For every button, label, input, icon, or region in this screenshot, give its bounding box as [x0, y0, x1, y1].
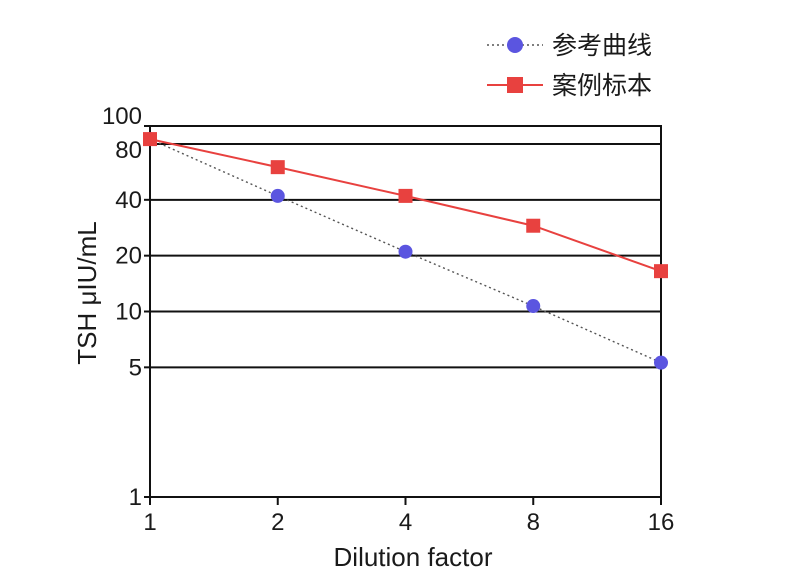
y-axis-title: TSH μIU/mL — [72, 221, 102, 365]
legend-label-1: 参考曲线 — [552, 31, 652, 60]
data-point-series-1 — [654, 355, 668, 370]
y-tick-label: 80 — [115, 137, 142, 164]
data-point-series-2 — [143, 132, 157, 147]
y-tick-label: 5 — [129, 354, 142, 381]
data-point-series-1 — [398, 244, 413, 259]
x-axis-ticks: 1 2 4 8 16 — [143, 497, 674, 536]
legend-marker-1 — [507, 37, 523, 53]
x-tick-label: 8 — [527, 509, 540, 536]
y-tick-label: 40 — [115, 187, 142, 214]
y-tick-label: 1 — [129, 484, 142, 511]
data-point-series-2 — [270, 160, 285, 175]
x-tick-label: 16 — [648, 509, 675, 536]
data-point-series-1 — [526, 299, 541, 314]
y-tick-label: 10 — [115, 299, 142, 326]
x-tick-label: 2 — [271, 509, 284, 536]
series-layer — [143, 132, 668, 370]
legend-label-2: 案例标本 — [552, 71, 652, 100]
y-tick-label: 100 — [102, 103, 142, 130]
data-point-series-2 — [654, 264, 668, 279]
legend-marker-2 — [507, 77, 523, 93]
x-tick-label: 4 — [399, 509, 412, 536]
data-point-series-2 — [398, 188, 413, 203]
x-axis-title: Dilution factor — [334, 542, 493, 572]
data-point-series-2 — [526, 218, 541, 233]
x-tick-label: 1 — [143, 509, 156, 536]
y-axis-ticks: 1 5 10 20 40 80 100 — [102, 103, 150, 511]
y-tick-label: 20 — [115, 243, 142, 270]
data-point-series-1 — [270, 188, 285, 203]
